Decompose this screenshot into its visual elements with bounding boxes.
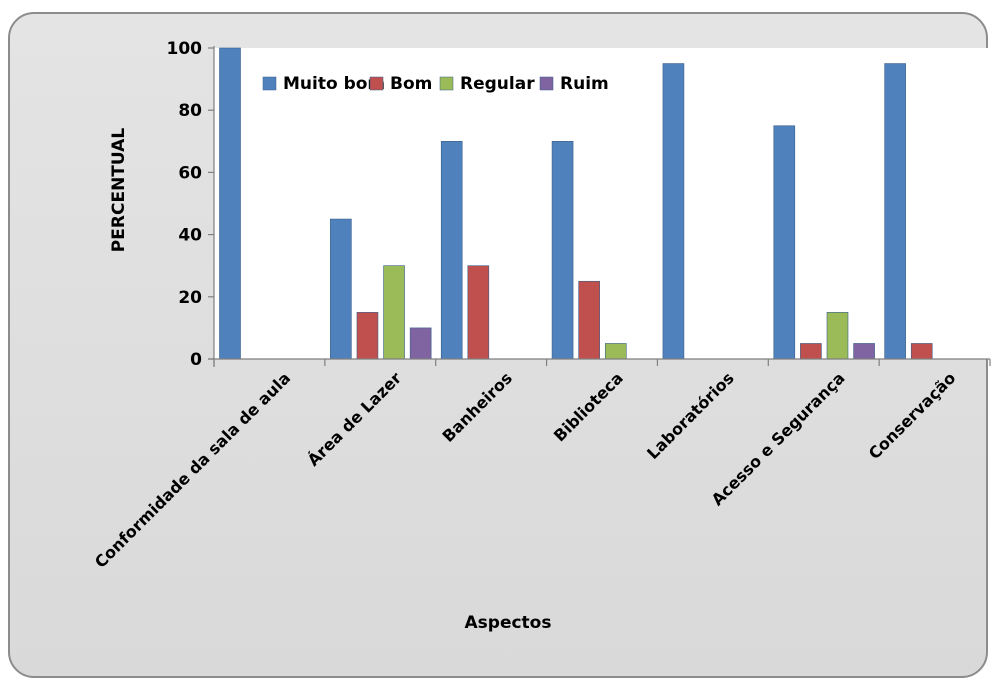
- legend-label: Bom: [390, 74, 432, 94]
- y-tick-label: 40: [178, 226, 202, 246]
- bars-layer: [219, 47, 933, 360]
- x-tick-label: Laboratórios: [643, 368, 738, 463]
- legend-swatch: [539, 76, 554, 91]
- y-axis-title: PERCENTUAL: [109, 128, 129, 253]
- legend-label: Regular: [460, 74, 535, 94]
- x-axis-title: Aspectos: [465, 613, 552, 633]
- bar-regular-1: [383, 265, 405, 360]
- y-tick-label: 0: [190, 350, 202, 370]
- y-tick-label: 80: [178, 101, 202, 121]
- bar-muito-bom-3: [551, 141, 574, 360]
- bar-muito-bom-5: [773, 125, 796, 360]
- bar-ruim-5: [853, 343, 875, 360]
- legend-swatch: [439, 76, 454, 91]
- bar-bom-1: [356, 312, 379, 360]
- legend-label: Ruim: [560, 74, 609, 94]
- legend: Muito bom Bom Regular Ruim: [262, 74, 609, 94]
- bar-regular-3: [604, 343, 627, 360]
- bar-muito-bom-6: [884, 63, 906, 360]
- bar-bom-5: [800, 343, 822, 360]
- legend-swatch: [369, 76, 384, 91]
- bar-bom-6: [910, 343, 933, 360]
- y-tick-label: 100: [167, 39, 203, 59]
- x-tick-label: Biblioteca: [550, 368, 627, 445]
- bar-muito-bom-0: [219, 47, 241, 360]
- x-tick-label: Banheiros: [439, 368, 516, 445]
- x-tick-label: Área de Lazer: [304, 368, 405, 469]
- bar-muito-bom-1: [330, 218, 352, 360]
- bar-bom-2: [467, 265, 490, 360]
- y-tick-label: 20: [178, 288, 202, 308]
- bar-muito-bom-2: [440, 141, 463, 360]
- y-tick-label: 60: [178, 163, 202, 183]
- legend-swatch: [262, 76, 277, 91]
- bar-bom-3: [578, 280, 600, 360]
- bar-muito-bom-4: [662, 63, 685, 360]
- bar-regular-5: [826, 312, 849, 360]
- legend-label: Muito bom: [283, 74, 385, 94]
- x-tick-label: Conformidade da sala de aula: [91, 368, 294, 571]
- x-tick-label: Conservação: [865, 368, 960, 463]
- bar-ruim-1: [409, 327, 432, 360]
